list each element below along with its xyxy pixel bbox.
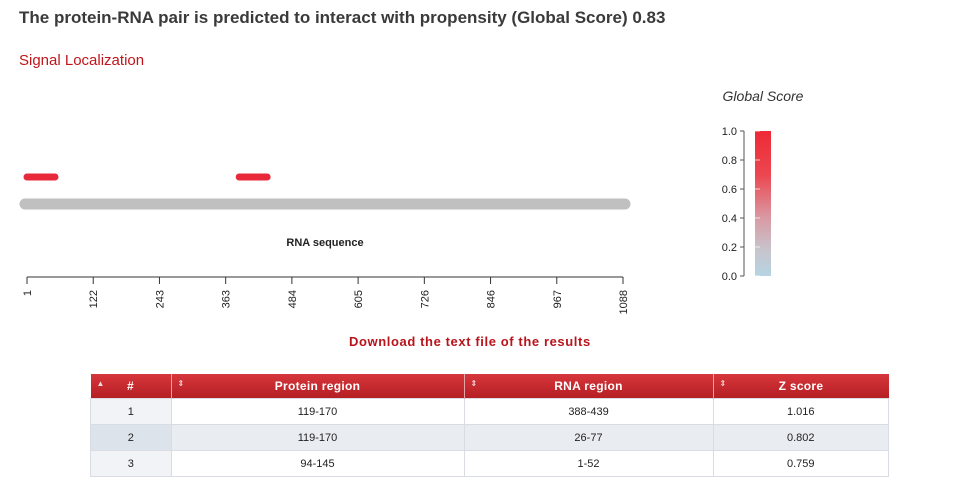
x-tick-label: 846: [486, 290, 498, 308]
cell-z-score: 0.802: [712, 424, 889, 451]
signal-localization-link[interactable]: Signal Localization: [19, 52, 145, 69]
sort-icon: ⇕: [719, 379, 727, 388]
cell-z-score: 1.016: [712, 398, 889, 425]
cell-rna-region: 388-439: [463, 398, 714, 425]
x-tick-label: 122: [88, 290, 100, 308]
sort-icon: ⇕: [177, 379, 185, 388]
page-title: The protein-RNA pair is predicted to int…: [19, 8, 666, 27]
column-header-z-score[interactable]: ⇕ Z score: [713, 374, 889, 399]
x-tick-label: 363: [221, 290, 233, 308]
cell-rna-region: 1-52: [463, 450, 714, 477]
cell-rna-region: 26-77: [463, 424, 714, 451]
signal-localization-chart: RNA sequence 1 122 243 363 484 605 726 846 967 10…: [19, 88, 804, 314]
x-tick-label: 1: [22, 290, 34, 296]
axis-label: RNA sequence: [286, 237, 363, 249]
x-tick-label: 967: [552, 290, 564, 308]
legend-tick-label: 0.2: [722, 242, 737, 254]
x-tick-label: 726: [419, 290, 431, 308]
column-header-index[interactable]: ▲ #: [90, 374, 172, 399]
cell-protein-region: 119-170: [170, 424, 465, 451]
table-row: 1 119-170 388-439 1.016: [90, 398, 889, 425]
results-table: ▲ # ⇕ Protein region ⇕ RNA region ⇕ Z score …: [90, 374, 889, 477]
cell-z-score: 0.759: [712, 450, 889, 477]
download-results-link[interactable]: Download the text file of the results: [349, 334, 591, 349]
x-tick-label: 243: [154, 290, 166, 308]
cell-index: 1: [90, 398, 172, 425]
legend-tick-label: 0.4: [722, 213, 737, 225]
column-header-protein-region[interactable]: ⇕ Protein region: [171, 374, 465, 399]
sort-asc-icon: ▲: [96, 379, 105, 388]
legend-tick-label: 0.0: [722, 271, 737, 283]
legend-tick-label: 0.8: [722, 155, 737, 167]
column-header-rna-region[interactable]: ⇕ RNA region: [464, 374, 714, 399]
x-tick-label: 484: [287, 290, 299, 308]
cell-index: 2: [90, 424, 172, 451]
cell-index: 3: [90, 450, 172, 477]
x-tick-label: 1088: [618, 290, 630, 314]
legend-title: Global Score: [723, 88, 804, 104]
cell-protein-region: 119-170: [170, 398, 465, 425]
legend-tick-label: 1.0: [722, 126, 737, 138]
legend-tick-label: 0.6: [722, 184, 737, 196]
table-row: 3 94-145 1-52 0.759: [90, 450, 889, 477]
cell-protein-region: 94-145: [170, 450, 465, 477]
table-row: 2 119-170 26-77 0.802: [90, 424, 889, 451]
sort-icon: ⇕: [470, 379, 478, 388]
legend-color-bar: [755, 131, 771, 276]
x-tick-label: 605: [353, 290, 365, 308]
